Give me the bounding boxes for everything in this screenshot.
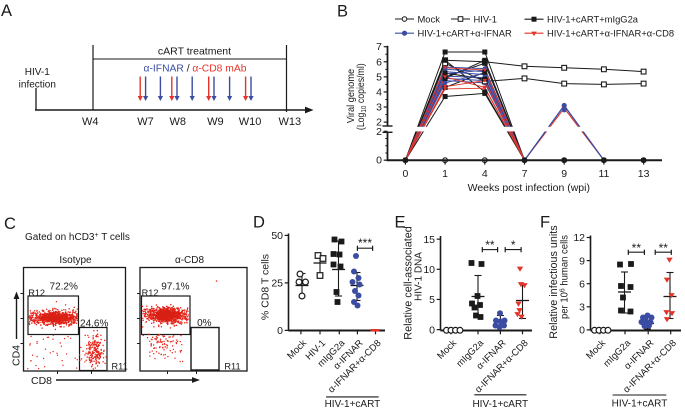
svg-text:D: D (253, 214, 265, 232)
svg-text:9: 9 (579, 255, 585, 267)
svg-text:HIV-1: HIV-1 (474, 14, 497, 25)
svg-text:(Log10 copies/ml): (Log10 copies/ml) (355, 63, 368, 130)
svg-text:E: E (395, 214, 406, 232)
svg-text:CD8: CD8 (31, 375, 52, 387)
svg-text:HIV-1+cART: HIV-1+cART (612, 399, 668, 409)
svg-text:6: 6 (579, 278, 585, 290)
svg-text:W9: W9 (207, 116, 224, 128)
svg-text:0: 0 (579, 325, 585, 337)
svg-text:cART treatment: cART treatment (158, 46, 231, 58)
svg-text:HIV-1: HIV-1 (25, 67, 50, 78)
svg-text:7: 7 (522, 168, 528, 180)
svg-text:Weeks post infection (wpi): Weeks post infection (wpi) (468, 182, 590, 194)
svg-text:24.6%: 24.6% (80, 318, 108, 329)
svg-text:4: 4 (482, 168, 488, 180)
svg-text:% CD8 T cells: % CD8 T cells (260, 254, 272, 320)
svg-text:α-CD8: α-CD8 (175, 255, 205, 266)
svg-text:B: B (337, 3, 348, 21)
svg-text:**: ** (485, 238, 495, 252)
svg-text:25: 25 (271, 278, 283, 290)
svg-text:R12: R12 (142, 288, 159, 298)
svg-text:Relative infectious units: Relative infectious units (548, 225, 560, 339)
svg-text:7: 7 (376, 41, 382, 53)
svg-text:1: 1 (442, 168, 448, 180)
svg-text:per 106 human cells: per 106 human cells (559, 235, 570, 319)
svg-text:72.2%: 72.2% (50, 282, 78, 293)
svg-text:R12: R12 (28, 288, 45, 298)
svg-text:Mock: Mock (418, 14, 441, 25)
svg-text:97.1%: 97.1% (161, 282, 189, 293)
svg-text:11: 11 (598, 168, 609, 180)
svg-text:3: 3 (376, 102, 382, 114)
svg-text:5: 5 (376, 71, 382, 83)
svg-text:α-IFNAR / α-CD8 mAb: α-IFNAR / α-CD8 mAb (144, 64, 247, 75)
svg-text:10: 10 (423, 264, 435, 276)
svg-text:5: 5 (429, 294, 435, 306)
svg-text:W7: W7 (137, 116, 154, 128)
svg-text:2: 2 (376, 117, 382, 129)
svg-text:R11: R11 (112, 361, 128, 371)
svg-text:15: 15 (423, 234, 435, 246)
svg-text:0: 0 (402, 168, 408, 180)
svg-text:9: 9 (561, 168, 567, 180)
svg-text:HIV-1+cART+α-IFNAR+α-CD8: HIV-1+cART+α-IFNAR+α-CD8 (547, 28, 674, 39)
svg-text:**: ** (659, 241, 669, 255)
svg-text:W4: W4 (82, 116, 99, 128)
svg-text:Isotype: Isotype (59, 255, 92, 266)
svg-text:0: 0 (277, 325, 283, 337)
svg-text:W8: W8 (170, 116, 187, 128)
svg-text:Relative cell-associated: Relative cell-associated (403, 226, 415, 339)
svg-text:C: C (4, 215, 16, 233)
svg-text:HIV-1+cART: HIV-1+cART (325, 399, 381, 409)
svg-text:2: 2 (376, 126, 382, 138)
svg-text:4: 4 (376, 86, 382, 98)
svg-text:W10: W10 (239, 116, 262, 128)
svg-text:infection: infection (19, 80, 56, 91)
svg-text:A: A (1, 2, 12, 20)
svg-text:0%: 0% (197, 318, 212, 329)
svg-text:Gated on hCD3+ T cells: Gated on hCD3+ T cells (25, 232, 130, 243)
svg-text:13: 13 (638, 168, 650, 180)
svg-text:HIV-1+cART+mIgG2a: HIV-1+cART+mIgG2a (547, 14, 639, 25)
svg-text:***: *** (358, 236, 372, 250)
svg-text:0: 0 (429, 324, 435, 336)
svg-text:**: ** (632, 241, 642, 255)
svg-text:HIV-1+cART: HIV-1+cART (472, 399, 528, 409)
svg-text:R11: R11 (224, 361, 240, 371)
svg-text:50: 50 (271, 230, 283, 242)
svg-text:HIV-1+cART+α-IFNAR: HIV-1+cART+α-IFNAR (418, 28, 513, 39)
svg-text:F: F (540, 214, 550, 232)
svg-text:0: 0 (376, 155, 382, 167)
svg-text:*: * (511, 238, 516, 252)
svg-text:12: 12 (573, 232, 585, 244)
svg-text:6: 6 (376, 56, 382, 68)
svg-text:W13: W13 (278, 116, 301, 128)
svg-text:3: 3 (579, 302, 585, 314)
svg-text:HIV-1 DNA: HIV-1 DNA (414, 252, 425, 301)
svg-text:Viral genome: Viral genome (345, 69, 357, 123)
svg-text:CD4: CD4 (10, 345, 22, 366)
